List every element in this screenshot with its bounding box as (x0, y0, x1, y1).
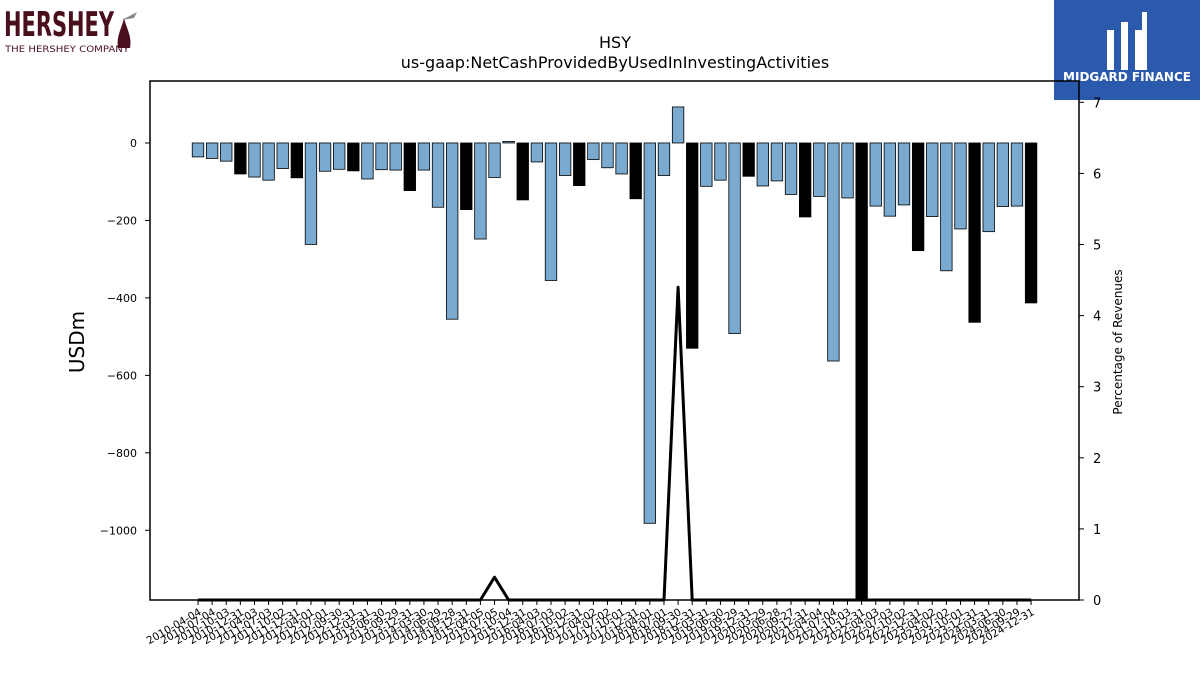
y2-tick-label: 3 (1093, 381, 1101, 396)
plot-frame (149, 80, 1080, 601)
bar-2019-09-29 (728, 142, 741, 334)
bar-2018-04-01 (643, 142, 656, 524)
hershey-logo-wordmark: HERSHEY (4, 5, 114, 45)
y2-tick-label: 1 (1093, 523, 1101, 538)
bar-2016-10-02 (558, 142, 572, 176)
bar-2024-06-30 (996, 142, 1009, 207)
bar-2012-07-01 (318, 142, 332, 172)
bar-2021-10-03 (841, 142, 854, 199)
bar-2010-04-04 (191, 142, 205, 158)
hershey-logo-tagline: THE HERSHEY COMPANY (4, 45, 130, 55)
bar-2022-12-31 (911, 142, 925, 252)
y-tick-label: −200 (107, 214, 137, 227)
bar-2022-04-03 (869, 142, 882, 207)
bar-2012-04-01 (304, 142, 318, 245)
bar-2020-06-28 (770, 142, 784, 182)
bar-2012-12-31 (347, 142, 360, 172)
bar-series (191, 106, 1038, 601)
y-axis-label: USDm (65, 311, 89, 373)
midgard-finance-logo: MIDGARD FINANCE (1054, 0, 1200, 100)
y-tick-label: −1000 (100, 524, 137, 537)
bar-2024-09-29 (1010, 142, 1024, 207)
bar-2012-09-30 (333, 142, 346, 170)
bar-2017-10-01 (615, 142, 628, 175)
bar-2011-10-02 (276, 142, 289, 169)
bar-2010-07-04 (205, 142, 219, 159)
kiss-icon (117, 18, 131, 48)
y2-tick-label: 2 (1093, 452, 1101, 467)
bar-2021-12-31 (855, 142, 868, 601)
bar-2022-07-03 (883, 142, 897, 217)
bar-2024-12-31 (1024, 142, 1038, 304)
bar-2013-06-30 (375, 142, 388, 171)
bar-2018-12-31 (686, 142, 699, 349)
bar-2011-12-31 (290, 142, 303, 179)
chart-subtitle: us-gaap:NetCashProvidedByUsedInInvesting… (401, 53, 829, 72)
bar-2019-12-31 (742, 142, 755, 177)
bar-2018-09-30 (671, 106, 685, 144)
bar-2020-03-29 (756, 142, 769, 187)
bar-2019-03-31 (700, 142, 713, 187)
bar-2014-06-29 (431, 142, 445, 208)
bar-2021-07-04 (827, 142, 840, 362)
y2-tick-label: 5 (1093, 239, 1101, 254)
bar-2015-04-05 (474, 142, 487, 240)
line-series (198, 285, 1032, 602)
bar-2017-04-02 (587, 142, 600, 161)
y2-tick-label: 4 (1093, 310, 1101, 325)
y-tick-label: −400 (107, 292, 137, 305)
bar-2016-07-03 (544, 142, 558, 281)
bar-2015-07-05 (488, 142, 501, 178)
bar-2023-04-02 (926, 142, 939, 217)
bar-2015-10-04 (502, 141, 515, 144)
bar-2016-12-31 (573, 142, 586, 186)
midgard-logo-text: MIDGARD FINANCE (1063, 70, 1191, 84)
bar-2022-10-02 (897, 142, 911, 206)
bar-2011-07-03 (262, 142, 275, 181)
bar-2013-09-29 (389, 142, 402, 171)
bar-2017-07-02 (601, 142, 614, 169)
bar-2010-10-03 (220, 142, 233, 162)
x-axis: 2010-04-042010-07-042010-10-032010-12-31… (145, 600, 1037, 647)
percentage-line (198, 285, 1032, 602)
y-tick-label: 0 (130, 137, 137, 150)
y2-tick-label: 0 (1093, 594, 1101, 609)
bar-2014-09-28 (446, 142, 459, 320)
bar-2013-12-31 (403, 142, 416, 192)
hershey-logo: HERSHEY THE HERSHEY COMPANY (4, 5, 137, 55)
bar-2023-12-31 (968, 142, 981, 323)
y-tick-label: −800 (107, 447, 137, 460)
bar-2021-04-04 (813, 142, 826, 197)
bar-2018-07-01 (657, 142, 671, 176)
bar-2024-03-31 (982, 142, 995, 233)
bar-2020-12-31 (799, 142, 812, 218)
y2-axis-label: Percentage of Revenues (1111, 269, 1125, 414)
bar-2014-03-30 (417, 142, 431, 171)
y2-tick-label: 7 (1093, 96, 1101, 111)
bar-2023-07-02 (940, 142, 953, 272)
bar-2019-06-30 (714, 142, 727, 181)
y2-tick-label: 6 (1093, 167, 1101, 182)
bar-2014-12-31 (460, 142, 473, 210)
midgard-m-icon (1107, 12, 1147, 70)
y-axis: 0 −200 −400 −600 −800 −1000 (100, 137, 150, 537)
bar-2016-04-03 (530, 142, 544, 163)
bar-2011-04-03 (248, 142, 261, 178)
bar-2020-09-27 (784, 142, 798, 195)
bar-2023-10-01 (954, 142, 967, 230)
chart-title: HSY (599, 33, 631, 52)
kiss-plume-icon (122, 12, 137, 20)
bar-2015-12-31 (516, 142, 529, 201)
bar-2017-12-31 (629, 142, 642, 200)
bar-2013-03-31 (361, 142, 374, 180)
bar-2010-12-31 (234, 142, 247, 175)
y-tick-label: −600 (107, 369, 137, 382)
y2-axis: 0 1 2 3 4 5 6 7 (1079, 96, 1101, 609)
